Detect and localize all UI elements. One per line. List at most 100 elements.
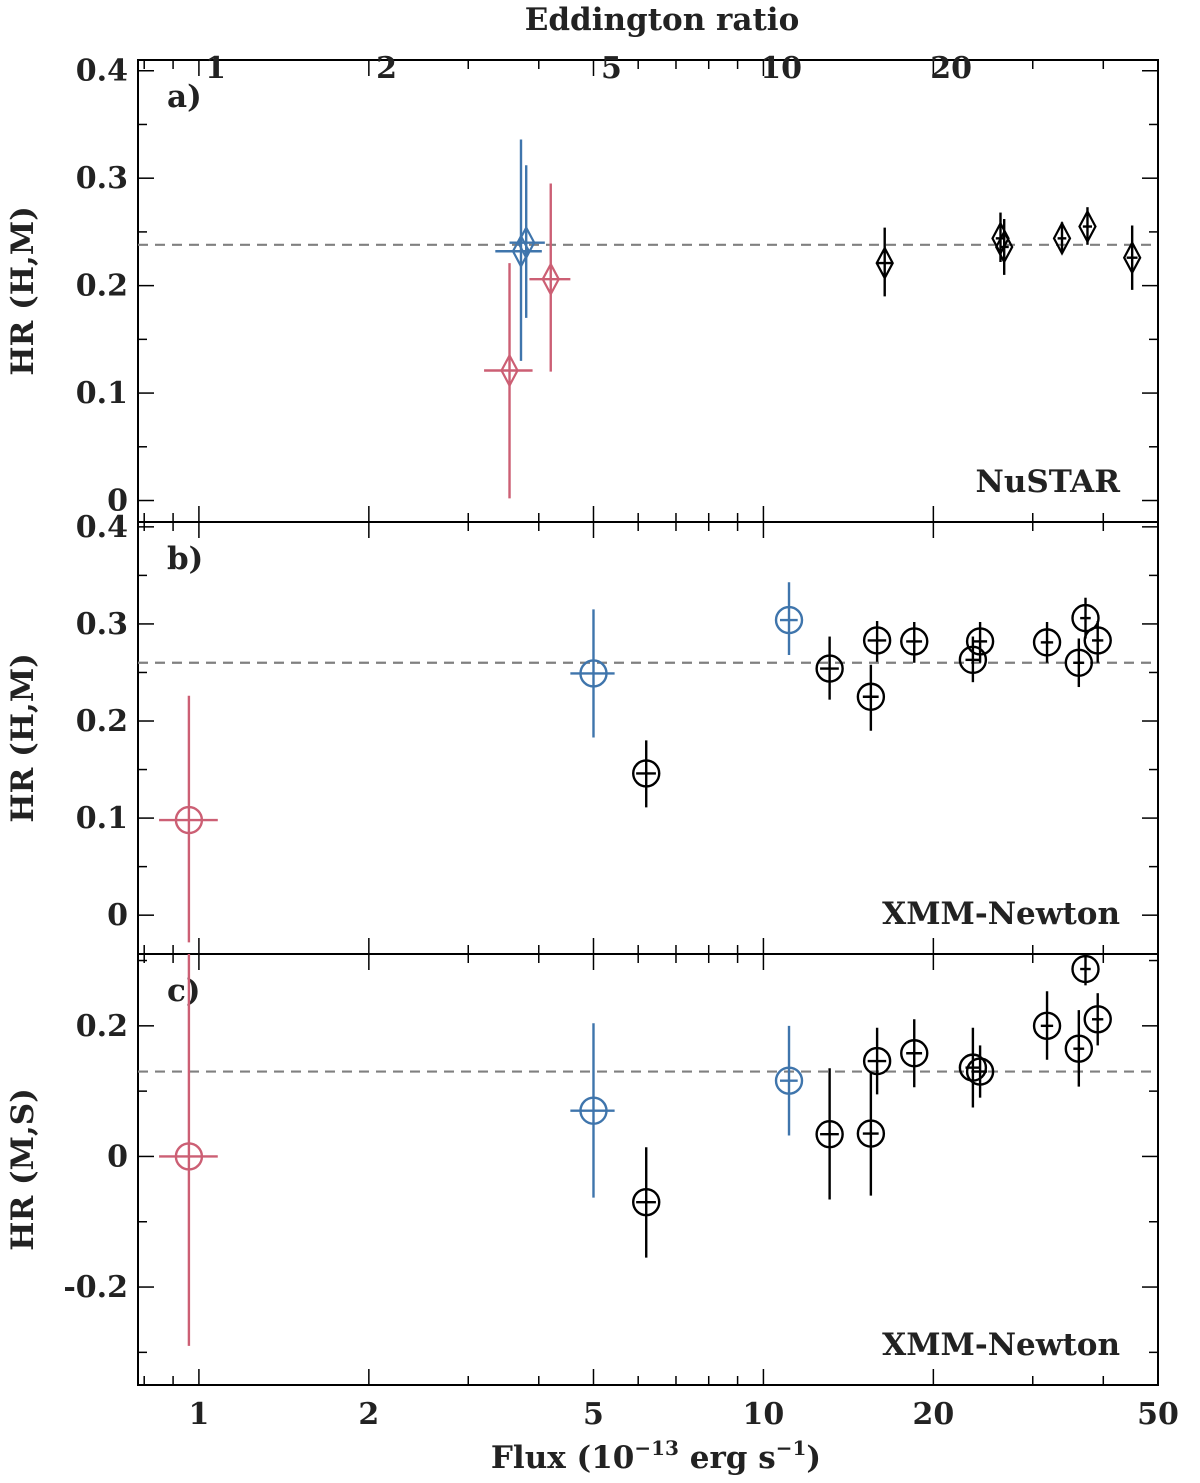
panels-layer: 00.10.20.30.4HR (H,M)a)NuSTAR00.10.20.30… [5, 51, 1179, 1432]
data-point [900, 1019, 929, 1088]
top-tick-label: 2 [376, 51, 397, 86]
circle-marker [632, 1187, 661, 1217]
x-tick-label: 50 [1137, 1397, 1179, 1432]
circle-marker [815, 1120, 844, 1149]
data-point [570, 1023, 615, 1198]
panel-instrument-title: XMM-Newton [882, 896, 1120, 932]
y-tick-label: 0.1 [76, 376, 128, 411]
data-point [958, 1027, 988, 1108]
data-point [1078, 207, 1097, 245]
diamond-marker [1052, 221, 1072, 256]
circle-marker [632, 759, 661, 788]
circle-marker [174, 1142, 204, 1171]
data-point [774, 1025, 804, 1136]
top-axis-title: Eddington ratio [525, 2, 800, 38]
y-axis-title: HR (H,M) [5, 206, 41, 376]
data-point [875, 227, 894, 297]
data-point [1083, 993, 1112, 1046]
x-axis-title-exp: −13 [634, 1436, 679, 1460]
top-tick-label: 20 [930, 51, 972, 86]
top-tick-label: 1 [205, 51, 226, 86]
data-point [958, 636, 988, 683]
diamond-marker [875, 245, 894, 281]
panel-instrument-title: XMM-Newton [882, 1327, 1120, 1363]
data-point [862, 1027, 892, 1095]
circle-marker [579, 659, 608, 688]
data-point [994, 219, 1014, 275]
data-point [1032, 991, 1062, 1060]
circle-marker [1071, 954, 1100, 984]
data-point [484, 263, 533, 499]
y-tick-label: 0 [107, 1139, 128, 1174]
circle-marker [1083, 1005, 1112, 1034]
circle-marker [579, 1096, 608, 1125]
y-tick-label: 0.4 [76, 54, 128, 89]
y-tick-label: -0.2 [63, 1270, 128, 1305]
y-tick-label: 0.2 [76, 269, 128, 304]
data-point [1052, 221, 1072, 256]
diamond-marker [541, 261, 560, 297]
panel-letter: a) [167, 79, 202, 115]
top-tick-label: 5 [601, 51, 622, 86]
data-point [159, 954, 218, 1346]
y-tick-label: 0.2 [76, 704, 128, 739]
circle-marker [862, 626, 892, 655]
y-tick-label: 0.3 [76, 607, 128, 642]
panel-instrument-title: NuSTAR [976, 464, 1121, 500]
x-tick-label: 20 [912, 1397, 954, 1432]
y-tick-label: 0.1 [76, 801, 128, 836]
circle-marker [958, 645, 988, 675]
diamond-marker [1078, 209, 1097, 244]
data-point [900, 621, 929, 663]
diamond-marker [1122, 240, 1142, 276]
y-tick-label: 0.4 [76, 510, 128, 545]
data-point [495, 139, 542, 361]
circle-marker [900, 627, 929, 656]
data-point [1064, 638, 1094, 688]
circle-marker [174, 805, 204, 835]
panel-3: -0.2 0 0.2 HR (M,S) c) XMM-Newton [5, 953, 1159, 1386]
data-point [1122, 225, 1142, 290]
circle-marker [1064, 648, 1094, 677]
data-point [1032, 621, 1062, 663]
circle-marker [862, 1046, 892, 1076]
diamond-marker [500, 353, 519, 388]
data-point [862, 621, 892, 662]
data-point [815, 636, 844, 700]
panel-1: 0 0.1 0.2 0.3 0.4 HR (H,M) a) NuSTAR [5, 54, 1159, 523]
data-point [815, 1068, 844, 1200]
y-axis-title: HR (H,M) [5, 653, 41, 823]
circle-marker [965, 627, 995, 656]
data-point [856, 664, 886, 731]
circle-marker [774, 605, 804, 635]
y-tick-label: 0 [107, 484, 128, 519]
data-point [856, 1071, 886, 1196]
circle-marker [1071, 603, 1100, 633]
panel-frame [137, 521, 1159, 955]
circle-marker [965, 1057, 995, 1086]
y-tick-label: 0.2 [76, 1009, 128, 1044]
data-point [965, 621, 995, 663]
y-tick-label: 0.3 [76, 161, 128, 196]
panel-2: 0 0.1 0.2 0.3 0.4 HR (H,M) b) XMM-Newton [5, 510, 1159, 955]
data-point [1071, 954, 1100, 986]
circle-marker [1083, 626, 1112, 655]
x-axis-title-main: Flux (10 [491, 1440, 634, 1476]
circle-marker [900, 1039, 929, 1068]
data-point [509, 165, 545, 318]
circle-marker [1032, 628, 1062, 657]
circle-marker [856, 682, 886, 711]
panel-frame [137, 953, 1159, 1386]
data-point [570, 609, 615, 738]
x-tick-label: 2 [358, 1397, 379, 1432]
data-point [965, 1045, 995, 1098]
circle-marker [958, 1053, 988, 1082]
x-axis-title-unit: erg s [679, 1440, 776, 1476]
data-point [529, 183, 571, 372]
diamond-marker [516, 225, 536, 260]
panel-letter: b) [167, 541, 203, 577]
circle-marker [1064, 1034, 1094, 1063]
data-point [632, 740, 661, 808]
x-axis-title-close: ) [806, 1440, 821, 1476]
